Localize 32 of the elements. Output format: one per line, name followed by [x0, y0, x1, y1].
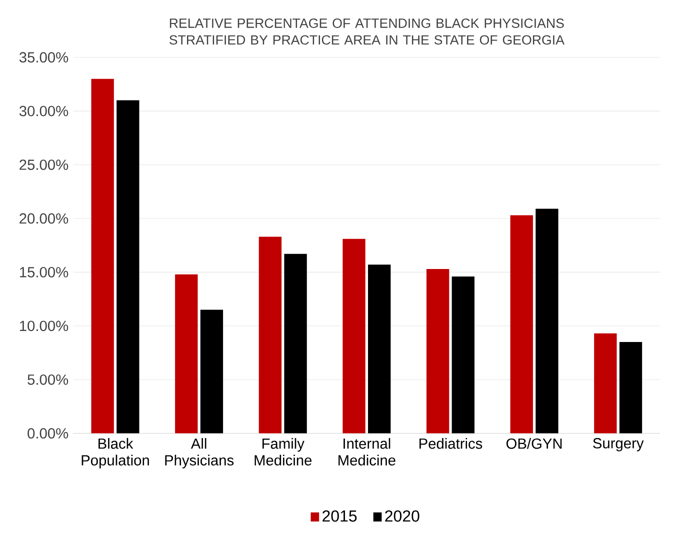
y-tick-label: 10.00%	[20, 320, 68, 332]
x-tick-label: Internal Medicine	[338, 438, 396, 466]
bar	[510, 215, 533, 434]
bar	[200, 310, 224, 434]
bar	[116, 100, 140, 434]
bar	[368, 264, 391, 434]
bar	[175, 274, 198, 434]
y-tick-label: 25.00%	[20, 160, 68, 170]
legend-label: 2020	[385, 510, 420, 522]
legend-label: 2015	[322, 510, 357, 522]
y-tick-label: 30.00%	[19, 106, 68, 116]
bar	[594, 333, 617, 434]
y-tick-label: 5.00%	[28, 374, 68, 385]
chart-title: RELATIVE PERCENTAGE OF ATTENDING BLACK PHYSICIANS STRATIFIED BY PRACTICE AREA IN THE STATE OF GEORGIA	[169, 18, 564, 45]
bar	[426, 268, 450, 434]
x-tick-label: Surgery	[593, 438, 644, 452]
bar	[284, 254, 307, 434]
x-tick-label: Black Population	[82, 438, 149, 468]
bar	[536, 208, 558, 434]
x-tick-label: All Physicians	[165, 438, 234, 468]
x-tick-label: OB/GYN	[506, 438, 562, 449]
y-tick-label: 35.00%	[19, 52, 68, 63]
bar	[619, 342, 642, 434]
y-tick-label: 20.00%	[20, 213, 68, 224]
bar	[452, 276, 474, 434]
bar	[342, 238, 366, 434]
bar	[91, 78, 114, 434]
y-tick-label: 0.00%	[28, 428, 68, 439]
y-tick-label: 15.00%	[20, 267, 68, 278]
x-tick-label: Pediatrics	[419, 438, 482, 449]
bar	[258, 236, 282, 434]
x-tick-label: Family Medicine	[254, 438, 312, 466]
